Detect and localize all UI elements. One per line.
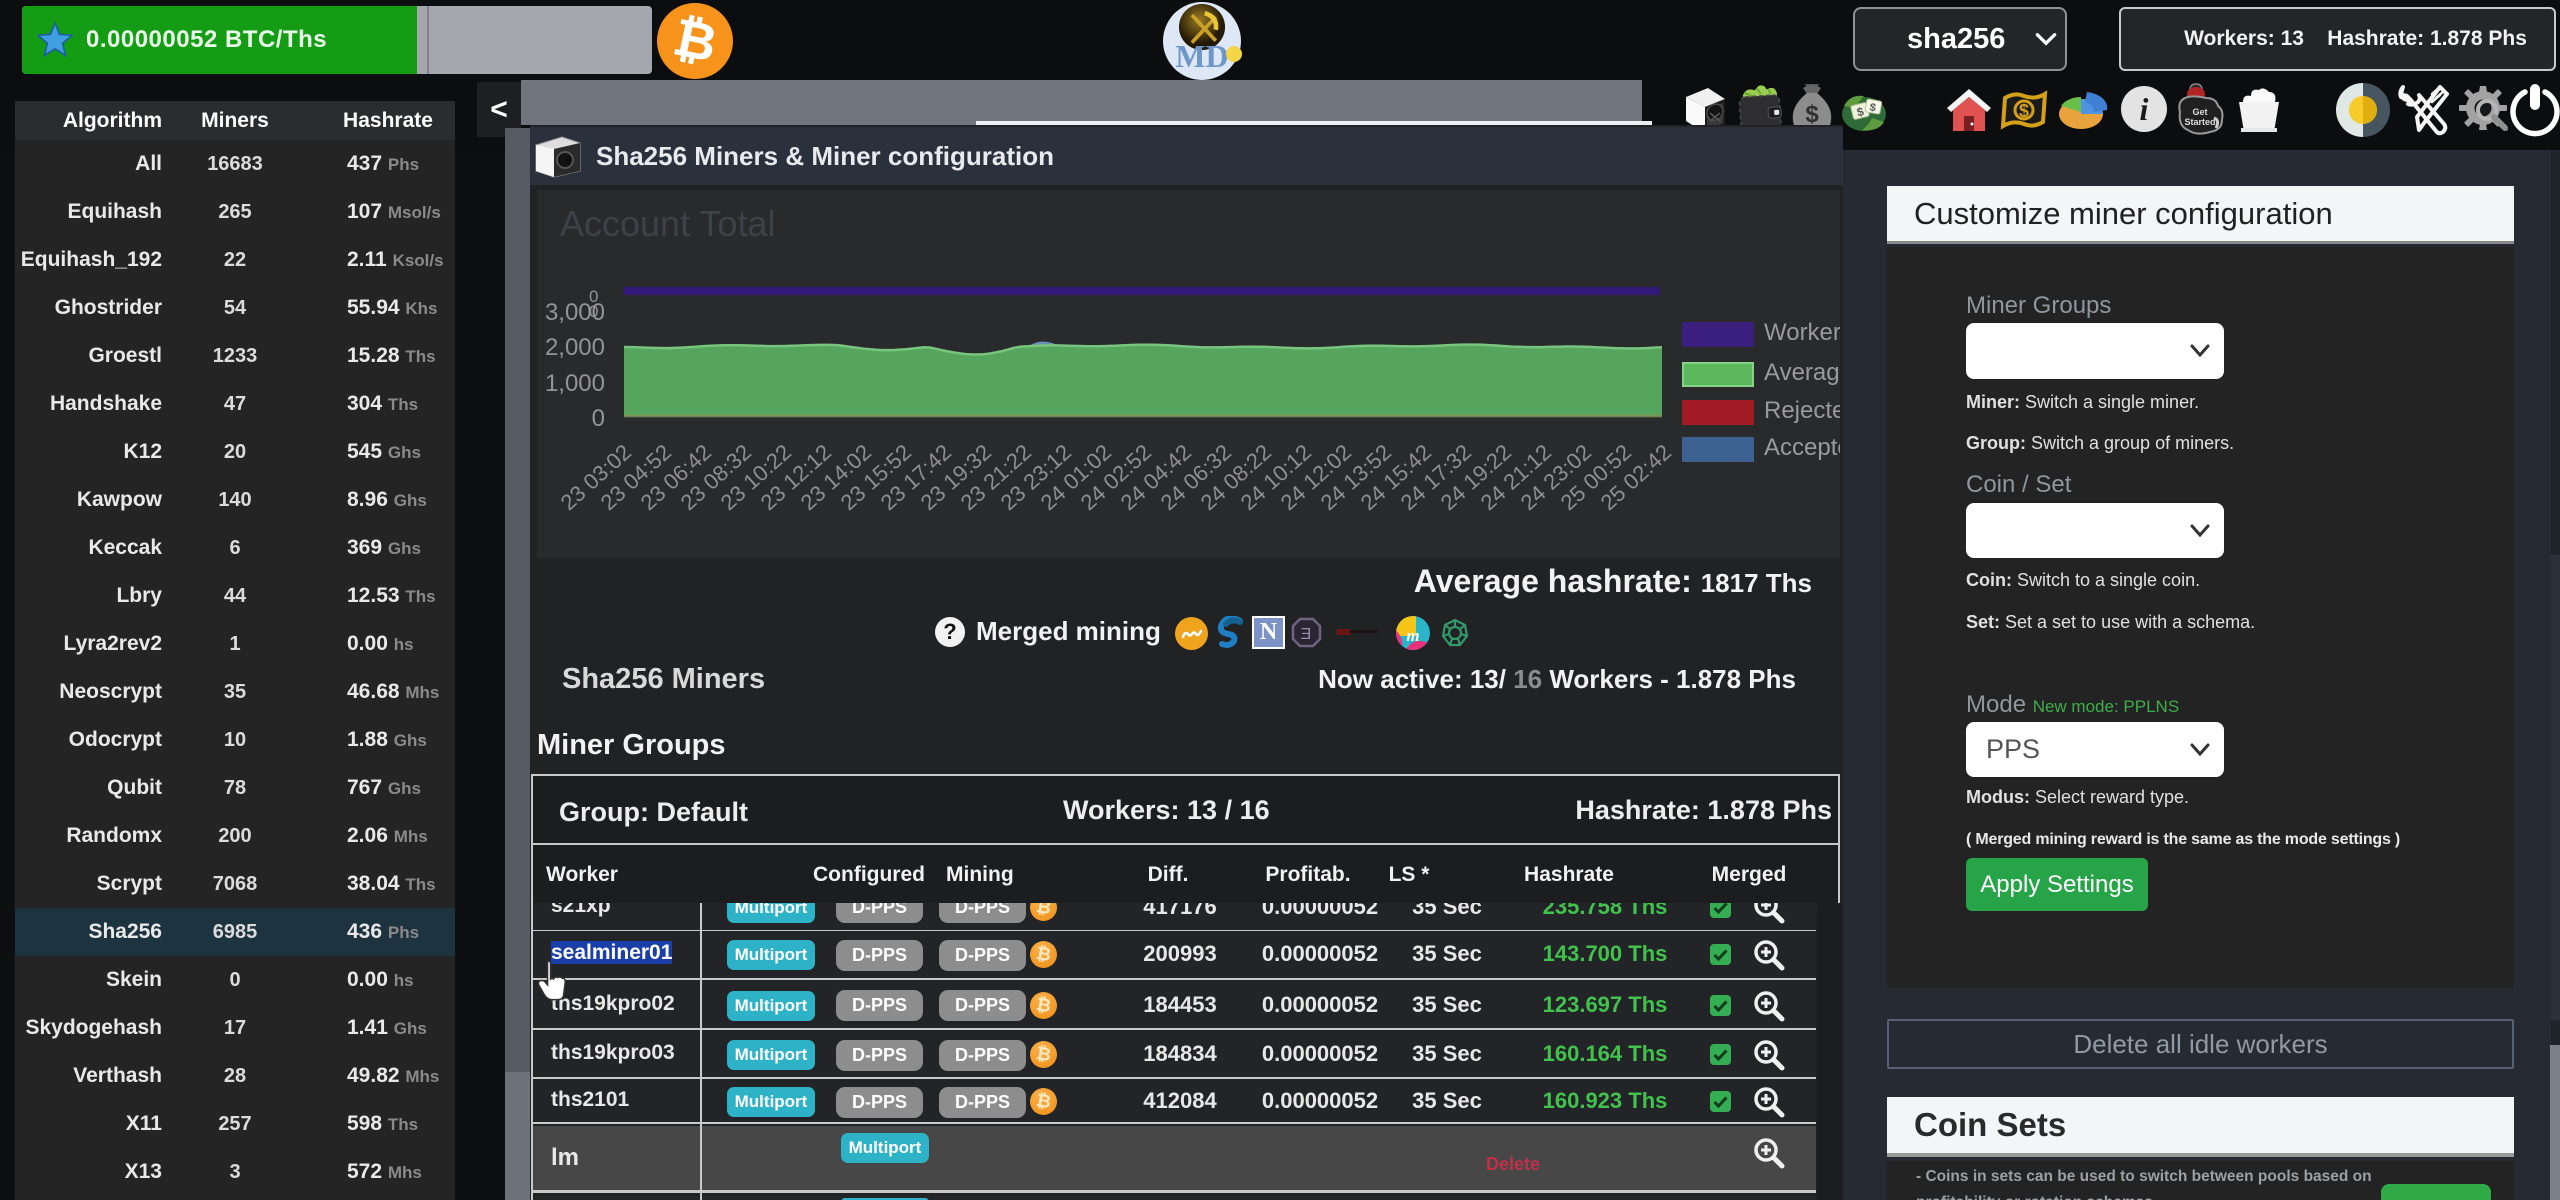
svg-text:Ǝ: Ǝ [1301,626,1312,643]
svg-text:Started: Started [2184,117,2215,127]
svg-text:$: $ [1805,101,1819,128]
svg-text:$: $ [1855,104,1865,119]
svg-text:Get: Get [2192,107,2207,117]
svg-text:$: $ [1869,102,1877,115]
svg-text:m: m [1406,626,1419,645]
svg-text:i: i [2140,91,2149,127]
svg-text:$: $ [2019,101,2029,121]
